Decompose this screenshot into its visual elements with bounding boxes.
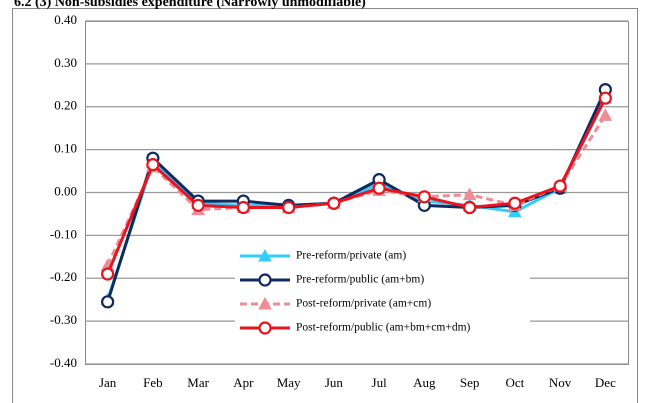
data-point (236, 200, 250, 215)
x-tick-label: Nov (549, 375, 572, 390)
data-point (462, 187, 477, 201)
data-point (598, 91, 612, 105)
y-tick-label: 0.20 (54, 98, 77, 113)
x-tick-label: Oct (505, 375, 524, 390)
data-point (417, 190, 431, 204)
legend-label: Pre-reform/private (am) (296, 250, 406, 262)
data-point (372, 181, 386, 195)
y-tick-label: 0.30 (54, 55, 77, 70)
series-line (106, 97, 607, 301)
x-tick-label: Dec (595, 375, 616, 390)
x-tick-label: Mar (187, 375, 209, 390)
series-group (100, 82, 613, 309)
y-tick-label: -0.40 (50, 355, 77, 370)
x-tick-label: Feb (143, 375, 163, 390)
series-line (106, 97, 607, 275)
y-tick-label: 0.00 (54, 183, 77, 198)
data-point (101, 295, 115, 309)
y-tick-label: 0.10 (54, 141, 77, 156)
data-point (282, 200, 296, 215)
data-point (258, 273, 272, 287)
x-tick-label: Jan (99, 375, 117, 390)
data-point (258, 321, 272, 335)
chart-title: 6.2 (3) Non-subsidies expenditure (Narro… (14, 0, 366, 10)
x-tick-label: Jun (325, 375, 344, 390)
y-tick-label: -0.20 (50, 269, 77, 284)
legend-label: Post-reform/public (am+bm+cm+dm) (296, 322, 471, 334)
data-point (146, 158, 160, 172)
data-point (598, 108, 613, 121)
data-point (258, 296, 272, 310)
legend-label: Pre-reform/public (am+bm) (296, 274, 424, 286)
x-tick-label: Jul (372, 375, 388, 390)
y-tick-label: -0.30 (50, 312, 77, 327)
x-tick-label: Aug (413, 375, 436, 390)
data-point (553, 179, 567, 193)
data-point (508, 196, 522, 210)
data-point (258, 248, 272, 262)
data-point (327, 196, 341, 210)
x-tick-label: Apr (233, 375, 254, 390)
y-tick-label: 0.40 (54, 12, 77, 27)
y-tick-label: -0.10 (50, 226, 77, 241)
data-point (191, 198, 205, 212)
x-tick-label: May (277, 375, 301, 390)
data-point (463, 200, 477, 215)
x-tick-label: Sep (460, 375, 480, 390)
data-point (101, 267, 115, 281)
legend: Pre-reform/private (am) Pre-reform/public… (235, 238, 530, 345)
legend-label: Post-reform/private (am+cm) (296, 298, 431, 310)
